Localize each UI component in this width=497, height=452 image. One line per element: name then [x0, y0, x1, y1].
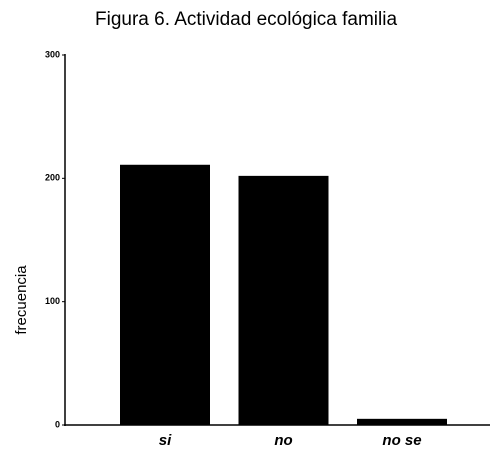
bar — [238, 175, 329, 425]
x-tick-label: si — [159, 432, 172, 449]
x-tick-label: no se — [382, 432, 421, 449]
y-tick-label: 0 — [55, 419, 60, 429]
y-tick-label: 200 — [45, 173, 60, 183]
y-tick-label: 100 — [45, 296, 60, 306]
bar — [357, 418, 447, 425]
chart-title: Figura 6. Actividad ecológica familia — [95, 9, 397, 30]
y-axis-label: frecuencia — [13, 265, 30, 335]
y-tick-label: 300 — [45, 49, 60, 59]
bar — [120, 164, 210, 425]
x-tick-label: no — [274, 432, 292, 449]
